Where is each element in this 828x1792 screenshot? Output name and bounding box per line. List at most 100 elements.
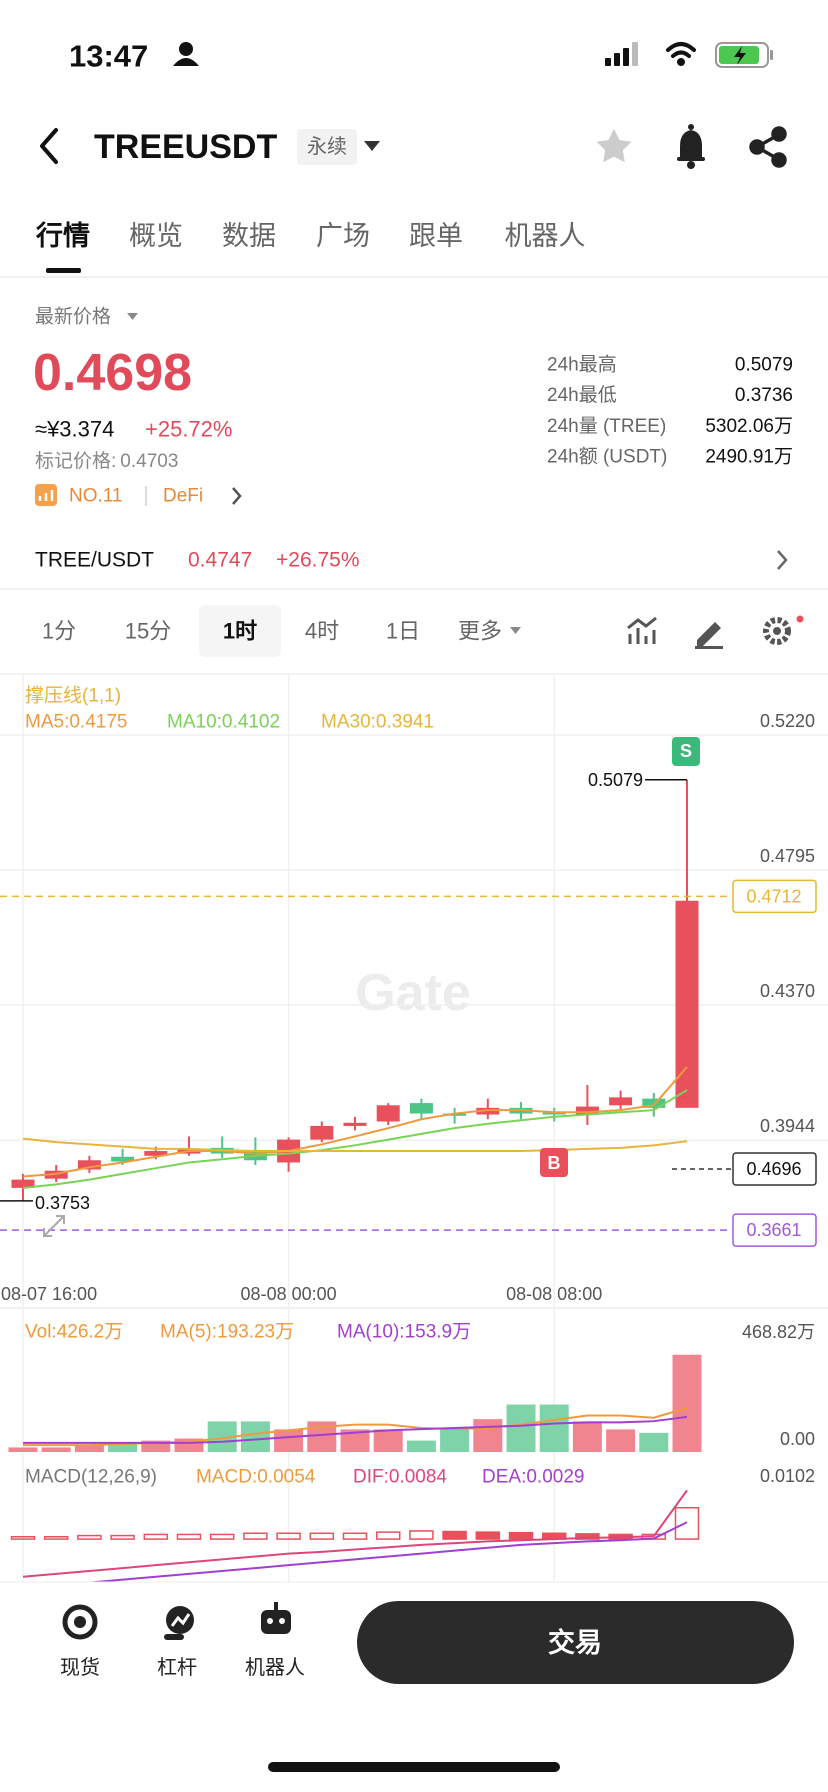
mark-price-value: 0.4703 — [120, 451, 178, 472]
badge: 永续 — [307, 135, 347, 158]
volume-bar — [606, 1429, 636, 1452]
last-price: 0.4698 — [33, 344, 192, 402]
spot-change: +26.75% — [276, 549, 360, 572]
candle-body — [609, 1097, 633, 1106]
candle-body — [409, 1103, 433, 1114]
change: +25.72% — [145, 417, 232, 442]
share-button[interactable] — [749, 126, 787, 168]
expand-button[interactable] — [43, 1215, 65, 1237]
home-indicator — [268, 1762, 560, 1772]
macd-line — [22, 1489, 688, 1578]
draw-button[interactable] — [695, 622, 723, 649]
stat-label: 24h最高 — [547, 354, 617, 376]
macd-bar — [143, 1533, 169, 1540]
ma-line — [22, 1137, 688, 1153]
cny-price: ≈¥3.374 — [35, 417, 114, 442]
tab[interactable]: 广场 — [316, 221, 370, 251]
rank-icon-bars — [38, 490, 54, 501]
indicator-button[interactable] — [627, 616, 657, 644]
volume-bar — [672, 1354, 702, 1452]
macd-bar — [674, 1507, 700, 1540]
interval[interactable]: 更多 — [458, 619, 502, 644]
sell-marker: S — [672, 737, 700, 766]
tab[interactable]: 数据 — [222, 221, 276, 251]
x-tick-label: 08-07 16:00 — [1, 1284, 97, 1304]
tab[interactable]: 跟单 — [409, 221, 463, 251]
macd-line — [84, 1521, 688, 1582]
candle-body — [542, 1112, 566, 1115]
volume-bar — [240, 1421, 270, 1452]
rank[interactable]: NO.11 — [69, 486, 123, 507]
header: TREEUSDT 永续 — [40, 124, 787, 169]
ma-legend: MA10:0.4102 — [167, 712, 280, 733]
settings-button[interactable] — [763, 615, 804, 645]
macd-bar — [309, 1532, 335, 1540]
price-line-label: 0.4712 — [746, 886, 801, 906]
sector[interactable]: DeFi — [163, 486, 203, 507]
ma-line — [22, 1089, 688, 1189]
volume-bar — [373, 1429, 403, 1452]
nav-label[interactable]: 机器人 — [245, 1656, 305, 1679]
price-panel: 最新价格 0.4698 ≈¥3.374 +25.72% 标记价格: 0.4703 … — [33, 306, 242, 507]
x-tick-label: 08-08 08:00 — [506, 1284, 602, 1304]
macd-bar — [10, 1536, 36, 1540]
candle-body — [675, 900, 699, 1108]
position-label: 0.4696 — [746, 1159, 801, 1179]
interval-caret — [510, 627, 521, 634]
favorite-button[interactable] — [596, 129, 632, 163]
volume-bar — [141, 1440, 171, 1452]
volume-bar — [41, 1447, 71, 1452]
signal-icon — [605, 42, 638, 66]
dropdown-caret[interactable] — [364, 141, 380, 151]
nav-label[interactable]: 杠杆 — [157, 1656, 197, 1679]
macd-bar — [176, 1533, 202, 1540]
spot-row[interactable]: TREE/USDT 0.4747 +26.75% — [35, 549, 788, 572]
sector-chevron — [232, 487, 242, 505]
trade-button[interactable] — [357, 1601, 794, 1684]
candle-body — [11, 1179, 35, 1188]
spot-icon[interactable] — [62, 1604, 98, 1640]
volume-bar — [108, 1442, 138, 1452]
mark-price-label: 标记价格: — [35, 450, 116, 472]
bot-icon[interactable] — [261, 1602, 291, 1634]
bottom-nav: 现货 杠杆 机器人 — [60, 1656, 305, 1679]
volume-legend: MA(10):153.9万 — [337, 1322, 471, 1343]
alert-button[interactable] — [677, 124, 705, 169]
candle-body — [310, 1125, 334, 1140]
volume-bar — [572, 1421, 602, 1452]
ma-legend: MA5:0.4175 — [25, 712, 127, 733]
candle-body — [376, 1105, 400, 1122]
macd-legend: MACD:0.0054 — [196, 1467, 316, 1488]
y-tick-label: 0.5220 — [760, 711, 815, 731]
interval[interactable]: 1日 — [386, 619, 420, 644]
stat-value: 0.5079 — [735, 355, 793, 376]
time: 13:47 — [69, 39, 148, 74]
stat-label: 24h额 (USDT) — [547, 446, 667, 468]
macd-bar — [442, 1530, 467, 1540]
spot-pair: TREE/USDT — [35, 549, 154, 572]
macd-bar — [77, 1534, 102, 1540]
volume-tick-label: 0.00 — [780, 1429, 815, 1449]
volume-tick-label: 468.82万 — [742, 1322, 815, 1342]
macd-bar — [276, 1532, 301, 1540]
price-label[interactable]: 最新价格 — [35, 306, 111, 328]
macd-bar — [575, 1533, 600, 1540]
tab[interactable]: 概览 — [129, 221, 183, 251]
back-button[interactable] — [40, 128, 58, 164]
nav-label[interactable]: 现货 — [60, 1656, 100, 1679]
stat-label: 24h量 (TREE) — [547, 416, 666, 437]
kline-chart: 0.5220 0.4795 0.4370 0.3944 08-07 16:00 08-08… — [0, 674, 828, 1582]
tab[interactable]: 机器人 — [505, 221, 586, 251]
indicator-label: 撑压线(1,1) — [25, 685, 121, 707]
volume-bar — [274, 1429, 304, 1452]
interval[interactable]: 1分 — [42, 619, 76, 644]
interval[interactable]: 15分 — [125, 619, 171, 644]
volume-ma-line — [23, 1415, 688, 1444]
interval[interactable]: 1时 — [223, 619, 257, 644]
tab[interactable]: 行情 — [35, 220, 90, 251]
interval[interactable]: 4时 — [305, 619, 339, 644]
margin-icon[interactable] — [164, 1606, 194, 1640]
ma-line — [22, 1066, 688, 1178]
macd-legend: DEA:0.0029 — [482, 1467, 584, 1488]
watermark: Gate — [355, 964, 471, 1022]
